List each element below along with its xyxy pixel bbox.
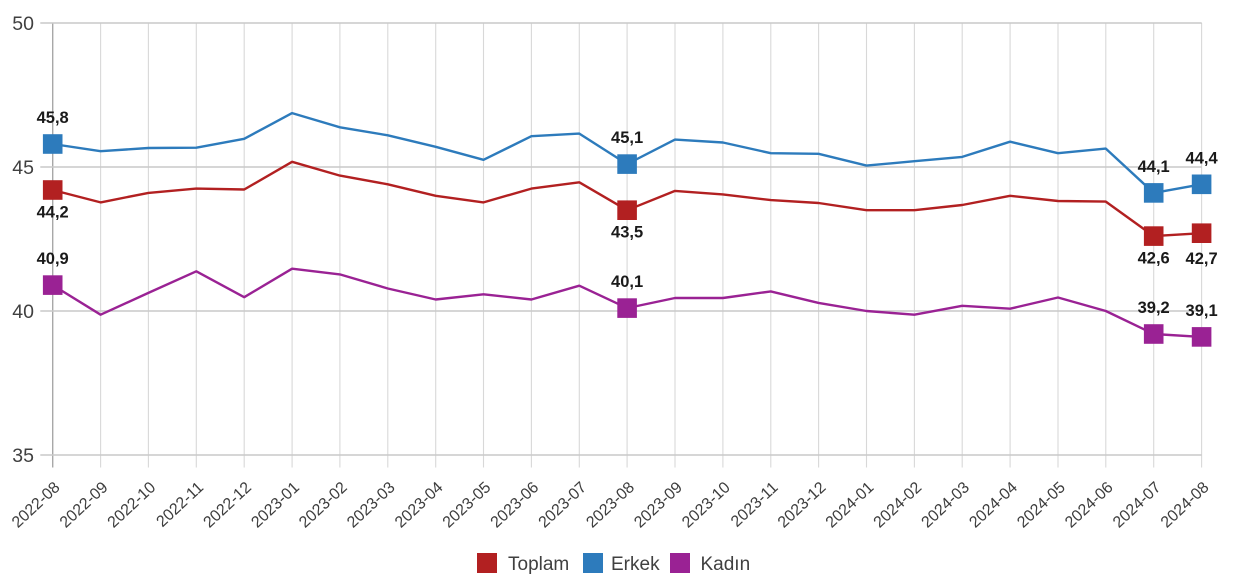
svg-text:45,1: 45,1 bbox=[611, 129, 643, 147]
svg-text:Erkek: Erkek bbox=[611, 554, 660, 575]
svg-text:39,2: 39,2 bbox=[1138, 299, 1170, 317]
svg-text:44,1: 44,1 bbox=[1138, 158, 1170, 176]
svg-text:45,8: 45,8 bbox=[37, 109, 69, 127]
svg-text:Kadın: Kadın bbox=[701, 554, 751, 575]
svg-text:43,5: 43,5 bbox=[611, 224, 643, 242]
svg-text:50: 50 bbox=[12, 13, 34, 35]
svg-text:40: 40 bbox=[12, 301, 34, 323]
svg-text:40,9: 40,9 bbox=[37, 250, 69, 268]
svg-text:42,6: 42,6 bbox=[1138, 250, 1170, 268]
svg-text:44,2: 44,2 bbox=[37, 204, 69, 222]
svg-text:Toplam: Toplam bbox=[508, 554, 569, 575]
svg-text:44,4: 44,4 bbox=[1186, 149, 1219, 167]
svg-text:45: 45 bbox=[12, 157, 34, 179]
svg-text:42,7: 42,7 bbox=[1186, 250, 1218, 268]
svg-text:39,1: 39,1 bbox=[1186, 302, 1218, 320]
svg-text:35: 35 bbox=[12, 445, 34, 467]
svg-text:40,1: 40,1 bbox=[611, 273, 643, 291]
